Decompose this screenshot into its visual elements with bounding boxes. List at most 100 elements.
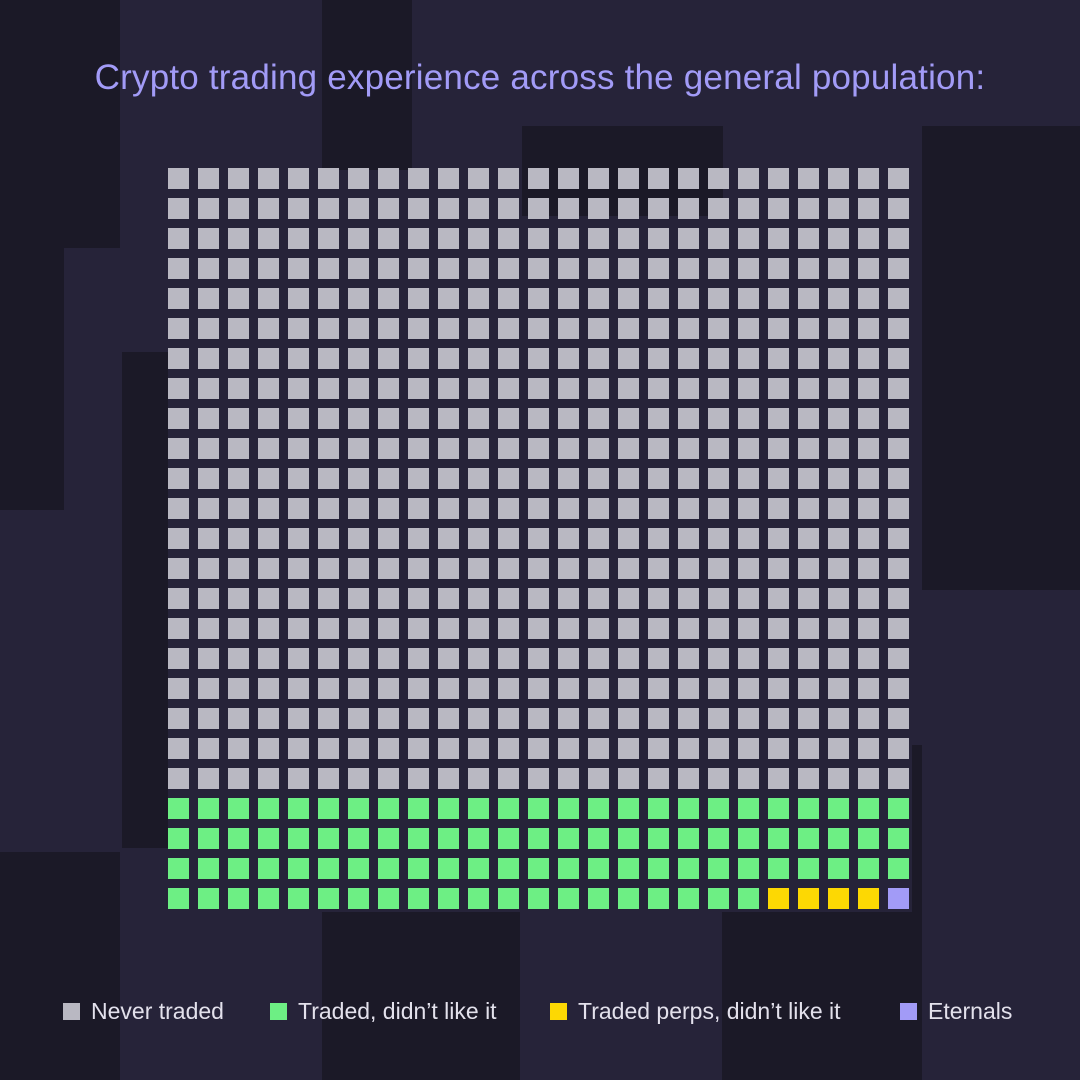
waffle-cell-never-traded	[498, 588, 519, 609]
waffle-cell-never-traded	[408, 318, 429, 339]
waffle-cell-never-traded	[678, 498, 699, 519]
waffle-cell-traded-didn-t-like-it	[258, 858, 279, 879]
waffle-cell-never-traded	[468, 258, 489, 279]
waffle-cell-never-traded	[618, 228, 639, 249]
waffle-cell-never-traded	[168, 288, 189, 309]
chart-title: Crypto trading experience across the gen…	[94, 58, 986, 97]
waffle-cell-never-traded	[768, 618, 789, 639]
waffle-cell-never-traded	[708, 708, 729, 729]
waffle-cell-traded-didn-t-like-it	[258, 888, 279, 909]
waffle-cell-never-traded	[318, 618, 339, 639]
waffle-cell-never-traded	[498, 618, 519, 639]
waffle-cell-never-traded	[498, 348, 519, 369]
waffle-cell-never-traded	[258, 558, 279, 579]
waffle-cell-never-traded	[648, 438, 669, 459]
waffle-cell-never-traded	[888, 708, 909, 729]
waffle-cell-never-traded	[858, 408, 879, 429]
waffle-cell-never-traded	[498, 738, 519, 759]
waffle-cell-never-traded	[618, 498, 639, 519]
waffle-cell-never-traded	[828, 588, 849, 609]
waffle-cell-never-traded	[288, 438, 309, 459]
legend-swatch-never-traded	[63, 1002, 80, 1020]
background-block	[0, 852, 120, 1080]
legend-label-eternals: Eternals	[928, 997, 1013, 1024]
waffle-cell-never-traded	[708, 648, 729, 669]
waffle-cell-never-traded	[798, 738, 819, 759]
waffle-cell-never-traded	[258, 648, 279, 669]
waffle-cell-never-traded	[168, 708, 189, 729]
waffle-cell-never-traded	[378, 378, 399, 399]
waffle-cell-never-traded	[318, 738, 339, 759]
waffle-cell-never-traded	[708, 768, 729, 789]
waffle-cell-never-traded	[288, 348, 309, 369]
waffle-cell-never-traded	[288, 468, 309, 489]
waffle-grid	[168, 168, 912, 912]
waffle-cell-never-traded	[798, 168, 819, 189]
waffle-cell-never-traded	[708, 288, 729, 309]
waffle-cell-never-traded	[588, 558, 609, 579]
waffle-cell-never-traded	[258, 438, 279, 459]
waffle-cell-never-traded	[858, 198, 879, 219]
waffle-cell-never-traded	[228, 228, 249, 249]
legend: Never traded Traded, didn’t like it Trad…	[0, 995, 1080, 1027]
waffle-cell-never-traded	[498, 558, 519, 579]
waffle-cell-traded-didn-t-like-it	[228, 888, 249, 909]
waffle-cell-never-traded	[288, 768, 309, 789]
waffle-cell-never-traded	[438, 618, 459, 639]
waffle-cell-never-traded	[258, 738, 279, 759]
waffle-cell-never-traded	[738, 258, 759, 279]
waffle-cell-never-traded	[498, 288, 519, 309]
waffle-cell-traded-didn-t-like-it	[648, 798, 669, 819]
waffle-cell-never-traded	[708, 198, 729, 219]
waffle-cell-never-traded	[648, 258, 669, 279]
waffle-cell-never-traded	[888, 648, 909, 669]
waffle-cell-never-traded	[228, 558, 249, 579]
waffle-cell-traded-didn-t-like-it	[858, 828, 879, 849]
waffle-cell-traded-didn-t-like-it	[228, 828, 249, 849]
waffle-cell-never-traded	[408, 558, 429, 579]
waffle-cell-never-traded	[498, 378, 519, 399]
waffle-cell-never-traded	[198, 618, 219, 639]
waffle-cell-traded-didn-t-like-it	[198, 828, 219, 849]
waffle-cell-never-traded	[348, 738, 369, 759]
waffle-cell-never-traded	[888, 348, 909, 369]
waffle-cell-never-traded	[588, 378, 609, 399]
waffle-cell-never-traded	[738, 378, 759, 399]
waffle-cell-never-traded	[708, 468, 729, 489]
legend-swatch-eternals	[900, 1002, 917, 1020]
waffle-cell-never-traded	[408, 348, 429, 369]
waffle-cell-never-traded	[438, 168, 459, 189]
waffle-cell-never-traded	[228, 768, 249, 789]
waffle-cell-never-traded	[828, 468, 849, 489]
waffle-cell-never-traded	[798, 378, 819, 399]
waffle-cell-never-traded	[408, 528, 429, 549]
waffle-cell-never-traded	[618, 528, 639, 549]
waffle-cell-never-traded	[348, 198, 369, 219]
waffle-cell-never-traded	[288, 378, 309, 399]
waffle-cell-traded-didn-t-like-it	[258, 798, 279, 819]
waffle-cell-never-traded	[378, 648, 399, 669]
waffle-cell-never-traded	[168, 558, 189, 579]
waffle-cell-never-traded	[168, 198, 189, 219]
waffle-cell-never-traded	[348, 408, 369, 429]
waffle-cell-never-traded	[648, 738, 669, 759]
waffle-cell-never-traded	[618, 408, 639, 429]
waffle-cell-never-traded	[828, 438, 849, 459]
waffle-cell-never-traded	[318, 468, 339, 489]
waffle-cell-never-traded	[258, 168, 279, 189]
waffle-cell-traded-didn-t-like-it	[408, 858, 429, 879]
legend-item-traded: Traded, didn’t like it	[270, 995, 497, 1027]
waffle-cell-never-traded	[498, 198, 519, 219]
waffle-cell-traded-didn-t-like-it	[678, 858, 699, 879]
waffle-cell-never-traded	[798, 498, 819, 519]
waffle-cell-never-traded	[288, 648, 309, 669]
waffle-cell-never-traded	[738, 468, 759, 489]
waffle-cell-never-traded	[168, 648, 189, 669]
waffle-cell-never-traded	[618, 588, 639, 609]
waffle-cell-never-traded	[408, 438, 429, 459]
waffle-cell-never-traded	[858, 498, 879, 519]
waffle-cell-traded-perps-didn-t-like-it	[768, 888, 789, 909]
waffle-cell-never-traded	[528, 498, 549, 519]
waffle-cell-never-traded	[708, 408, 729, 429]
